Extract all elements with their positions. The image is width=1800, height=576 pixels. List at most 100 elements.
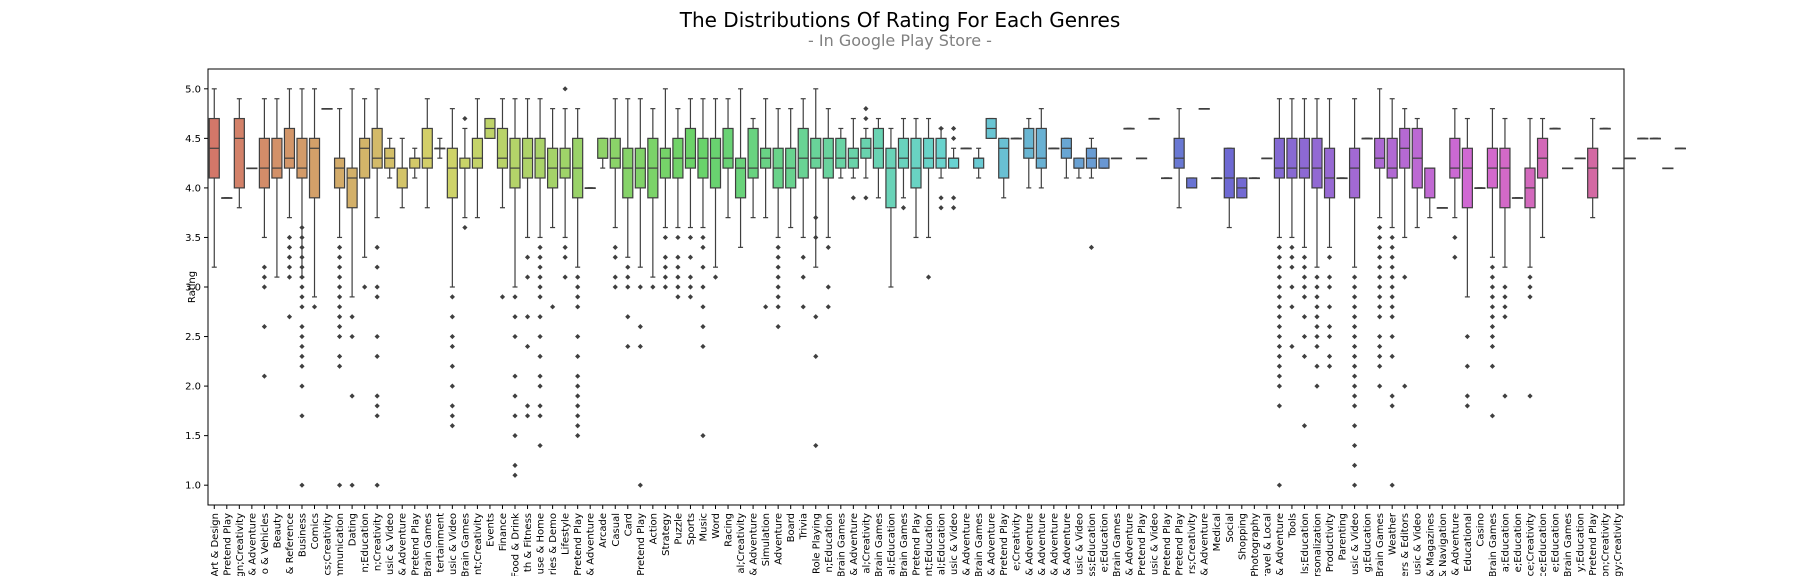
box-110 [1587,117,1599,219]
outlier-point [512,393,518,399]
x-tick-label: a;Education [1500,513,1511,572]
box-34 [634,98,646,488]
box-17 [421,98,433,209]
box-iqr [922,137,935,169]
box-iqr [296,137,308,179]
box-66 [1035,108,1047,189]
x-tick-label: Pretend Play [573,513,584,576]
outlier-point [1326,333,1333,340]
box-iqr [308,137,321,199]
outlier-point [1452,254,1458,260]
outlier-point [374,284,380,290]
box-iqr [446,147,458,199]
x-tick-label: nt;Creativity [473,513,484,575]
box-iqr [1449,137,1461,179]
box-iqr [684,127,697,169]
box-109 [1574,157,1586,160]
box-iqr [496,127,509,169]
outlier-point [299,413,305,419]
box-22 [484,117,496,139]
outlier-point [700,343,706,350]
outlier-point [612,274,618,280]
box-iqr [1461,147,1473,209]
box-iqr [1223,147,1235,199]
box-112 [1612,167,1624,170]
x-tick-label: & Magazines [1425,513,1436,576]
x-tick-label: ce;Education [1538,513,1549,576]
x-tick-label: g;Education [1363,513,1374,573]
box-100 [1461,117,1473,409]
x-tick-label: Weather [1388,512,1399,555]
outlier-point [1314,324,1320,330]
x-tick-label: e;Creativity [1012,513,1023,571]
x-tick-label: usic & Video [949,513,960,575]
outlier-point [1314,294,1320,300]
outlier-point [1276,254,1282,260]
box-27 [546,108,559,310]
outlier-point [800,274,806,280]
outlier-point [349,333,355,340]
outlier-point [637,324,643,330]
x-tick-label: & Adventure [1275,513,1286,576]
outlier-point [524,403,531,409]
box-87 [1298,98,1311,429]
x-tick-label: Parenting [1338,513,1349,560]
outlier-point [800,304,806,310]
x-tick-label: al;Creativity [861,513,872,574]
outlier-point [1502,314,1508,320]
outlier-point [336,324,343,330]
x-tick-label: Pretend Play [410,513,421,576]
outlier-point [625,314,631,320]
box-77 [1173,108,1185,209]
outlier-point [1377,224,1383,231]
outlier-point [299,343,305,350]
x-tick-label: Racing [724,513,735,547]
y-tick-label: 3.0 [185,283,201,294]
box-71 [1098,157,1110,169]
box-88 [1311,98,1323,389]
outlier-point [1377,353,1383,359]
outlier-point [374,353,380,359]
outlier-point [637,343,643,350]
outlier-point [336,284,343,290]
outlier-point [675,284,681,290]
outlier-point [1326,254,1333,260]
outlier-point [336,244,343,250]
outlier-point [374,244,380,250]
box-10 [333,108,346,488]
box-74 [1135,157,1148,160]
outlier-point [1088,244,1095,250]
box-28 [559,86,571,280]
outlier-point [950,125,957,132]
box-25 [521,98,534,419]
outlier-point [813,442,819,449]
outlier-point [449,413,455,419]
box-iqr [409,157,421,169]
outlier-point [1489,413,1496,419]
x-tick-label: Brain Games [1563,513,1574,576]
y-tick-label: 2.0 [185,382,201,393]
x-tick-label: n;Education [360,513,371,573]
outlier-point [575,333,581,340]
box-44 [760,98,772,310]
x-tick-label: & Adventure [987,513,998,576]
x-tick-label: Pretend Play [636,513,647,576]
x-tick-label: ss;Education [1087,513,1098,576]
outlier-point [1389,294,1395,300]
outlier-point [1389,234,1395,241]
box-iqr [258,137,271,189]
x-tick-label: & Adventure [1125,513,1136,576]
outlier-point [1276,333,1282,340]
outlier-point [349,482,355,488]
outlier-point [1326,304,1333,310]
outlier-point [1351,403,1358,409]
outlier-point [336,254,343,260]
x-tick-label: nt;Education [924,513,935,576]
outlier-point [1389,314,1395,320]
outlier-point [524,314,531,320]
box-51 [847,117,859,201]
outlier-point [1489,343,1496,350]
outlier-point [1289,343,1295,350]
outlier-point [336,363,343,369]
